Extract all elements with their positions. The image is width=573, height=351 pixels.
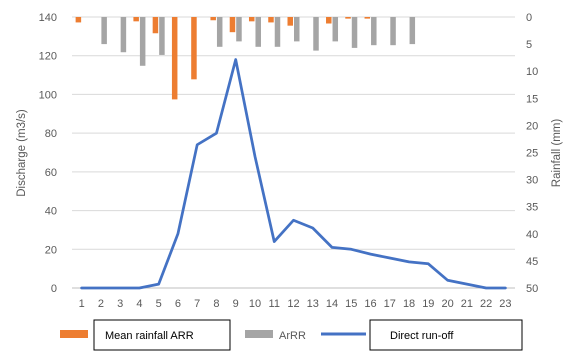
arrr-bar [332, 17, 339, 42]
x-tick-label: 3 [117, 298, 123, 310]
x-tick-label: 12 [287, 298, 299, 310]
x-tick-label: 7 [194, 298, 200, 310]
legend-swatch-arrr [245, 330, 273, 338]
arrr-bar [120, 17, 127, 53]
arrr-bar [274, 17, 281, 47]
x-tick-label: 20 [441, 298, 453, 310]
left-tick-label: 60 [45, 167, 57, 179]
right-tick-label: 5 [526, 39, 532, 51]
legend-box-mean-rainfall [93, 319, 231, 351]
mean-rainfall-bar [191, 17, 197, 80]
legend-box-runoff [369, 319, 523, 351]
x-tick-label: 21 [461, 298, 473, 310]
left-axis-title: Discharge (m3/s) [16, 109, 28, 197]
legend-label-mean-rainfall: Mean rainfall ARR [105, 330, 194, 342]
mean-rainfall-bar [268, 17, 274, 23]
left-tick-label: 100 [39, 89, 57, 101]
right-axis-title: Rainfall (mm) [551, 119, 563, 188]
arrr-bar [351, 17, 358, 48]
x-tick-label: 9 [233, 298, 239, 310]
right-tick-label: 0 [526, 12, 532, 24]
mean-rainfall-bar [287, 17, 293, 26]
right-axis-ticks: 0 5 10 15 20 25 30 35 40 45 50 [526, 12, 538, 295]
right-tick-label: 40 [526, 229, 538, 241]
left-tick-label: 0 [51, 283, 57, 295]
x-tick-label: 10 [249, 298, 261, 310]
legend: Mean rainfall ARR ArRR Direct run-off [60, 319, 523, 351]
arrr-bar [159, 17, 165, 55]
x-tick-label: 4 [136, 298, 142, 310]
x-tick-label: 6 [175, 298, 181, 310]
left-tick-label: 80 [45, 128, 57, 140]
x-tick-label: 16 [364, 298, 376, 310]
x-tick-label: 5 [156, 298, 162, 310]
right-tick-label: 30 [526, 175, 538, 187]
arrr-bar [313, 17, 319, 51]
right-tick-label: 20 [526, 120, 538, 132]
mean-rainfall-bar [345, 17, 351, 19]
arrr-bar [139, 17, 146, 66]
mean-rainfall-bars [75, 17, 371, 100]
right-tick-label: 10 [526, 66, 538, 78]
legend-label-arrr: ArRR [279, 330, 306, 342]
arrr-bar [236, 17, 242, 42]
x-tick-label: 13 [307, 298, 319, 310]
x-tick-label: 23 [499, 298, 511, 310]
left-tick-label: 120 [39, 51, 57, 63]
arrr-bar [409, 17, 416, 45]
arrr-bar [294, 17, 300, 42]
legend-swatch-mean-rainfall [60, 330, 88, 338]
arrr-bars [101, 17, 416, 66]
x-tick-label: 1 [79, 298, 85, 310]
left-tick-label: 140 [39, 12, 57, 24]
mean-rainfall-bar [248, 17, 255, 22]
arrr-bar [255, 17, 261, 47]
runoff-line-layer [80, 58, 507, 290]
x-tick-label: 11 [269, 298, 280, 310]
mean-rainfall-bar [75, 17, 82, 23]
legend-label-runoff: Direct run-off [390, 330, 454, 342]
x-tick-label: 15 [345, 298, 357, 310]
x-tick-label: 14 [326, 298, 338, 310]
mean-rainfall-bar [210, 17, 216, 21]
arrr-bar [371, 17, 377, 46]
arrr-bar [216, 17, 223, 47]
mean-rainfall-bar [364, 17, 371, 19]
x-tick-label: 18 [403, 298, 415, 310]
right-tick-label: 15 [526, 93, 538, 105]
x-tick-label: 22 [480, 298, 492, 310]
mean-rainfall-bar [133, 17, 139, 22]
right-tick-label: 50 [526, 283, 538, 295]
right-tick-label: 35 [526, 202, 538, 214]
mean-rainfall-bar [229, 17, 236, 33]
x-tick-label: 8 [213, 298, 219, 310]
gridlines [72, 16, 515, 289]
runoff-line [80, 58, 507, 290]
left-tick-label: 20 [45, 244, 57, 256]
x-tick-label: 19 [422, 298, 434, 310]
left-tick-label: 40 [45, 206, 57, 218]
x-tick-label: 17 [384, 298, 396, 310]
mean-rainfall-bar [326, 17, 332, 24]
x-axis-ticks: 1 2 3 4 5 6 7 8 9 10 11 12 13 14 15 16 17 18 19 20 21 22 23 [79, 298, 512, 310]
arrr-bar [101, 17, 107, 45]
right-tick-label: 45 [526, 256, 538, 268]
right-tick-label: 25 [526, 148, 538, 160]
arrr-bar [390, 17, 396, 46]
mean-rainfall-bar [152, 17, 159, 34]
left-axis-ticks: 0 20 40 60 80 100 120 140 [39, 12, 57, 295]
mean-rainfall-bar [171, 17, 178, 100]
x-tick-label: 2 [98, 298, 104, 310]
